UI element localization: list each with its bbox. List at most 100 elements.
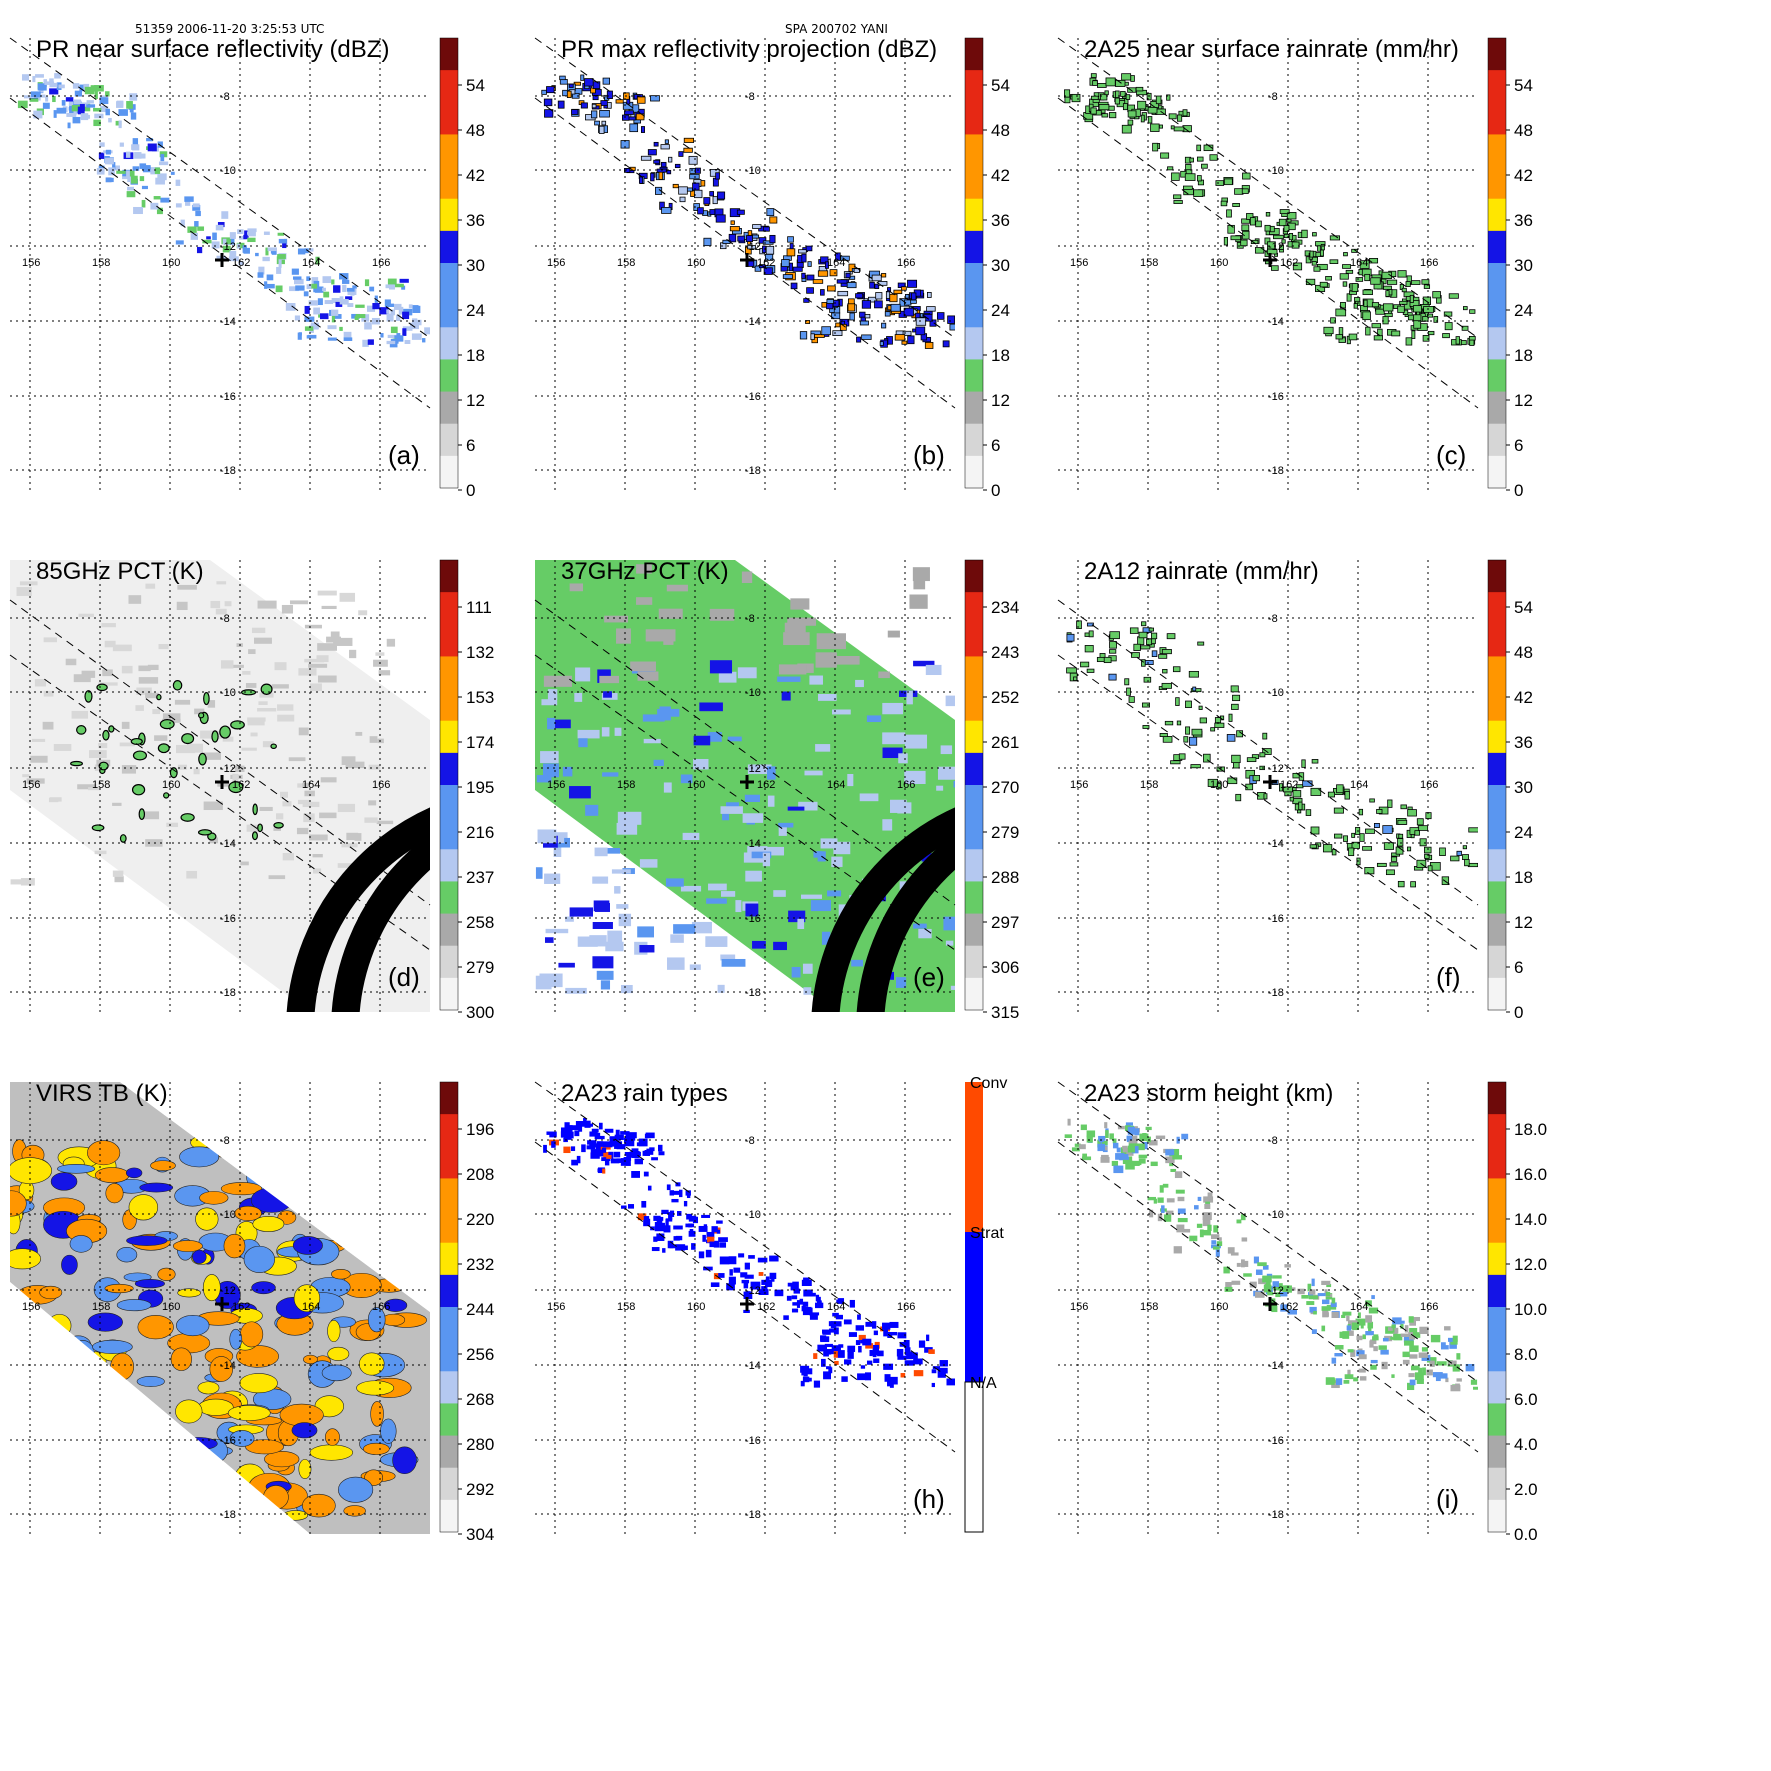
lon-tick-label: 160	[1210, 779, 1228, 791]
lon-tick-label: 166	[897, 779, 915, 791]
lat-tick-label: -12	[745, 763, 761, 775]
swath-edge	[534, 37, 956, 339]
colorbar-tick-label: 54	[466, 76, 485, 95]
colorbar: 54 48 42 36 30 24 18 12 6 0	[964, 37, 1010, 500]
lat-tick-label: -10	[1268, 687, 1284, 699]
panel-d: 156 158 160 162 164 166 -8 -10 -12 -14 -16 -18 111 13…	[9, 558, 510, 1080]
lat-tick-label: -14	[220, 1360, 236, 1372]
lat-tick-label: -18	[1268, 987, 1284, 999]
lon-tick-label: 166	[372, 257, 390, 269]
lat-tick-label: -18	[745, 987, 761, 999]
colorbar-tick-label: 315	[991, 1003, 1019, 1022]
colorbar-tick-label: 6	[1514, 436, 1523, 455]
panel-a-plot: 156 158 160 162 164 166 -8 -10 -12 -14 -16 -18 54 48 4…	[9, 37, 485, 500]
storm-center-marker	[740, 253, 754, 267]
lat-tick-label: -8	[1268, 613, 1278, 625]
storm-center-marker	[1263, 253, 1277, 267]
lon-tick-label: 166	[372, 779, 390, 791]
lon-tick-label: 162	[757, 779, 775, 791]
lon-tick-label: 162	[1280, 1301, 1298, 1313]
colorbar-tick-label: 304	[466, 1525, 494, 1544]
colorbar: 111 132 153 174 195 216 237 258 279 300	[439, 559, 494, 1022]
colorbar-label: Strat	[970, 1225, 1004, 1242]
storm-center-marker	[215, 775, 229, 789]
colorbar-tick-label: 0	[991, 481, 1000, 500]
colorbar-tick-label: 195	[466, 778, 494, 797]
lon-tick-label: 156	[1070, 779, 1088, 791]
colorbar-tick-label: 132	[466, 643, 494, 662]
panel-title: PR near surface reflectivity (dBZ)	[36, 36, 390, 63]
swath-edge	[9, 599, 431, 906]
lat-tick-label: -8	[220, 613, 230, 625]
lat-tick-label: -16	[220, 913, 236, 925]
lat-tick-label: -16	[1268, 913, 1284, 925]
lat-tick-label: -8	[745, 91, 755, 103]
colorbar-tick-label: 6	[466, 436, 475, 455]
lon-tick-label: 162	[232, 1301, 250, 1313]
lat-tick-label: -14	[745, 838, 761, 850]
colorbar-tick-label: 16.0	[1514, 1165, 1547, 1184]
lat-tick-label: -10	[745, 165, 761, 177]
swath-edge	[1057, 654, 1479, 951]
colorbar-tick-label: 288	[991, 868, 1019, 887]
colorbar-tick-label: 243	[991, 643, 1019, 662]
colorbar-tick-label: 306	[991, 958, 1019, 977]
lon-tick-label: 156	[547, 1301, 565, 1313]
lon-tick-label: 160	[1210, 1301, 1228, 1313]
colorbar: 234 243 252 261 270 279 288 297 306 315	[964, 559, 1019, 1022]
panel-e-plot: 156 158 160 162 164 166 -8 -10 -12 -14 -16 -18 234 24…	[534, 559, 1019, 1022]
panel-i-plot: 156 158 160 162 164 166-8-10-12-14-16-1818.01…	[1057, 1081, 1547, 1544]
lat-tick-label: -8	[745, 613, 755, 625]
lat-tick-label: -8	[1268, 91, 1278, 103]
panel-h-plot: 156 158 160 162 164 166 -8 -10 -12 -14 -16 -18 Conv S…	[534, 1075, 1007, 1534]
panel-title: VIRS TB (K)	[36, 1080, 168, 1107]
panel-a: 156 158 160 162 164 166 -8 -10 -12 -14 -16 -18 54 48 4…	[9, 36, 510, 558]
colorbar-tick-label: 24	[466, 301, 485, 320]
colorbar-tick-label: 8.0	[1514, 1345, 1538, 1364]
lon-tick-label: 164	[827, 779, 845, 791]
panel-h: 156 158 160 162 164 166 -8 -10 -12 -14 -16 -18 Conv S…	[534, 1075, 1035, 1602]
colorbar-tick-label: 54	[1514, 598, 1533, 617]
lon-tick-label: 156	[547, 257, 565, 269]
lon-tick-label: 164	[827, 257, 845, 269]
colorbar-tick-label: 237	[466, 868, 494, 887]
colorbar: 54 48 42 36 30 24 18 12 6 0	[439, 37, 485, 500]
lat-tick-label: -18	[745, 465, 761, 477]
lon-tick-label: 160	[1210, 257, 1228, 269]
lon-tick-label: 162	[232, 257, 250, 269]
lon-tick-label: 158	[617, 257, 635, 269]
colorbar-tick-label: 279	[466, 958, 494, 977]
lon-tick-label: 158	[92, 1301, 110, 1313]
lat-tick-label: -16	[745, 1435, 761, 1447]
swath-edge	[9, 97, 431, 409]
swath-edge	[1057, 37, 1479, 339]
lon-tick-label: 158	[92, 257, 110, 269]
lon-tick-label: 166	[1420, 257, 1438, 269]
colorbar-tick-label: 6.0	[1514, 1390, 1538, 1409]
colorbar-tick-label: 54	[1514, 76, 1533, 95]
lat-tick-label: -18	[220, 987, 236, 999]
lat-tick-label: -8	[1268, 1135, 1278, 1147]
swath-edge	[534, 1141, 956, 1453]
colorbar-tick-label: 261	[991, 733, 1019, 752]
lat-tick-label: -18	[220, 1509, 236, 1521]
colorbar-tick-label: 24	[1514, 301, 1533, 320]
lon-tick-label: 158	[617, 1301, 635, 1313]
panel-label: (e)	[913, 962, 945, 992]
swath-edge	[534, 1081, 956, 1383]
panel-b: 156 158 160 162 164 166 -8 -10 -12 -14 -16 -18 54 48 4…	[534, 36, 1035, 558]
colorbar-tick-label: 6	[1514, 958, 1523, 977]
lon-tick-label: 164	[302, 779, 320, 791]
colorbar-tick-label: 292	[466, 1480, 494, 1499]
lat-tick-label: -14	[220, 316, 236, 328]
lat-tick-label: -12	[1268, 763, 1284, 775]
colorbar-tick-label: 2.0	[1514, 1480, 1538, 1499]
lat-tick-label: -14	[1268, 316, 1284, 328]
colorbar-tick-label: 300	[466, 1003, 494, 1022]
colorbar-tick-label: 54	[991, 76, 1010, 95]
colorbar-tick-label: 0.0	[1514, 1525, 1538, 1544]
lat-tick-label: -12	[745, 1285, 761, 1297]
lat-tick-label: -10	[220, 1209, 236, 1221]
colorbar-tick-label: 18	[1514, 868, 1533, 887]
lon-tick-label: 164	[302, 257, 320, 269]
